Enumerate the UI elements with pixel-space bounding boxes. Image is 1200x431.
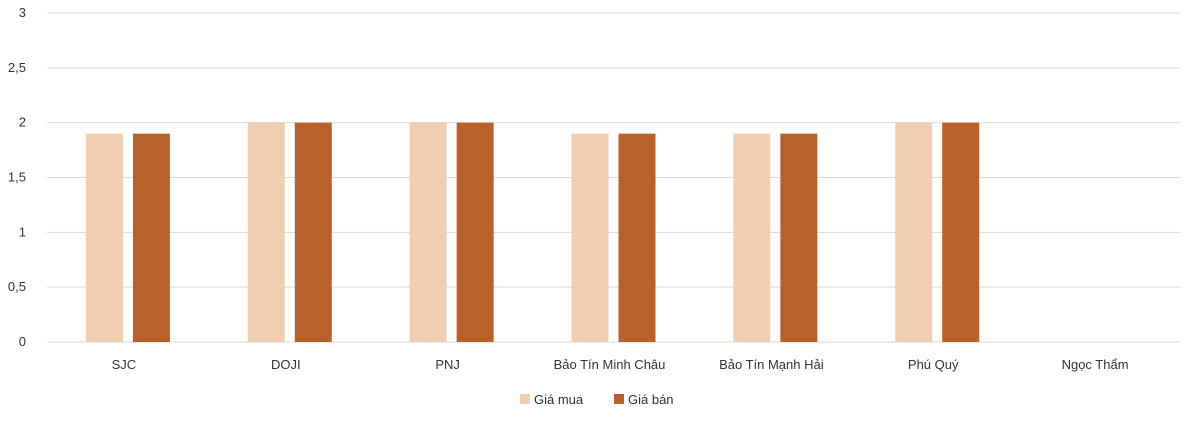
bar-gia-mua xyxy=(895,122,933,343)
x-tick-label: PNJ xyxy=(435,357,460,372)
bar-gia-mua xyxy=(409,122,447,343)
y-tick-label: 1,5 xyxy=(8,170,26,185)
bar-gia-mua xyxy=(247,122,285,343)
x-tick-label: Bảo Tín Mạnh Hải xyxy=(719,357,824,372)
legend-label: Giá bán xyxy=(628,392,674,407)
x-tick-label: SJC xyxy=(112,357,137,372)
legend-swatch xyxy=(614,394,624,404)
bar-gia-mua xyxy=(733,133,771,342)
bar-gia-ban xyxy=(942,122,980,343)
bar-gia-ban xyxy=(132,133,170,342)
bar-gia-mua xyxy=(85,133,123,342)
x-tick-label: Bảo Tín Minh Châu xyxy=(554,357,666,372)
x-tick-label: Ngọc Thẩm xyxy=(1062,357,1129,372)
y-tick-label: 0 xyxy=(19,334,26,349)
x-tick-label: DOJI xyxy=(271,357,301,372)
y-tick-label: 2,5 xyxy=(8,60,26,75)
y-tick-label: 0,5 xyxy=(8,279,26,294)
bar-gia-mua xyxy=(571,133,609,342)
x-tick-label: Phú Quý xyxy=(908,357,959,372)
bar-gia-ban xyxy=(456,122,494,343)
y-tick-label: 2 xyxy=(19,115,26,130)
bar-gia-ban xyxy=(294,122,332,343)
legend-swatch xyxy=(520,394,530,404)
bar-gia-ban xyxy=(618,133,656,342)
y-tick-label: 3 xyxy=(19,5,26,20)
y-tick-label: 1 xyxy=(19,224,26,239)
bar-gia-ban xyxy=(780,133,818,342)
legend-label: Giá mua xyxy=(534,392,584,407)
